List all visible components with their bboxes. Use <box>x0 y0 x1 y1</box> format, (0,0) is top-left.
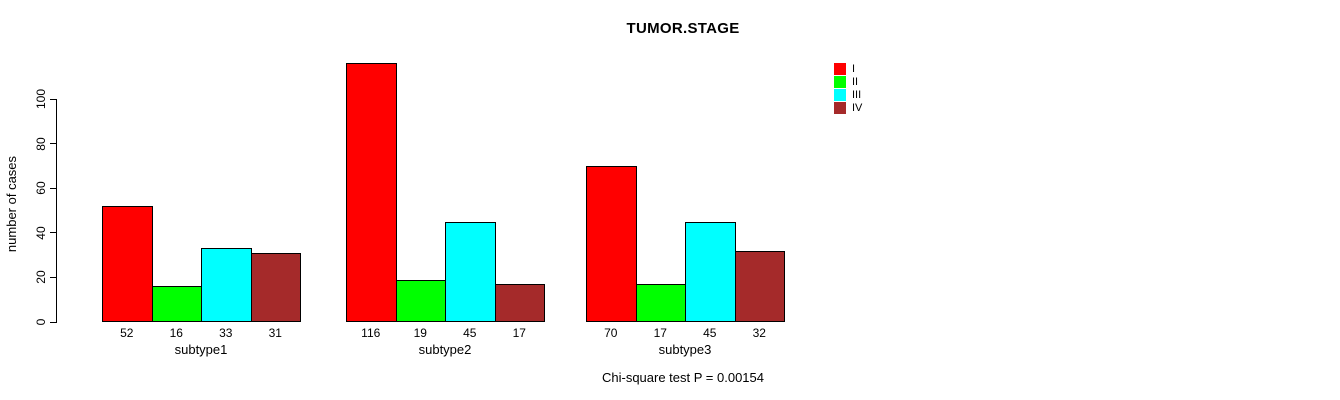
legend: I II III IV <box>834 62 862 114</box>
bar-subtype2-stage-I <box>346 63 397 322</box>
legend-label-III: III <box>852 88 862 101</box>
bar-value-subtype3-stage-I: 70 <box>604 326 618 340</box>
bar-value-subtype1-stage-II: 16 <box>169 326 183 340</box>
legend-row-I: I <box>834 62 862 75</box>
legend-swatch-III <box>834 88 846 101</box>
y-tick-mark <box>50 232 57 234</box>
y-tick-mark <box>50 98 57 100</box>
chi-square-note: Chi-square test P = 0.00154 <box>601 370 764 385</box>
legend-label-IV: IV <box>852 101 863 114</box>
chart-title: TUMOR.STAGE <box>626 20 740 37</box>
x-category-label-subtype2: subtype2 <box>418 342 472 357</box>
y-tick-label: 60 <box>34 181 48 195</box>
legend-swatch-II <box>834 75 846 88</box>
y-tick-mark <box>50 187 57 189</box>
legend-swatch-I <box>834 62 846 75</box>
bar-subtype3-stage-I <box>586 165 637 322</box>
bar-subtype1-stage-I <box>102 206 153 322</box>
bar-subtype1-stage-III <box>201 248 252 322</box>
bar-value-subtype3-stage-II: 17 <box>653 326 667 340</box>
bar-value-subtype1-stage-IV: 31 <box>268 326 282 340</box>
bar-subtype2-stage-II <box>395 279 446 322</box>
legend-swatch-IV <box>834 101 846 114</box>
bar-subtype2-stage-IV <box>494 284 545 322</box>
legend-row-III: III <box>834 88 862 101</box>
legend-label-I: I <box>852 62 856 75</box>
bar-value-subtype2-stage-III: 45 <box>463 326 477 340</box>
bar-subtype1-stage-IV <box>250 252 301 322</box>
y-tick-mark <box>50 143 57 145</box>
x-category-label-subtype3: subtype3 <box>658 342 712 357</box>
y-axis-line <box>56 99 57 323</box>
y-tick-label: 100 <box>34 88 48 110</box>
y-tick-label: 40 <box>34 226 48 240</box>
y-axis-label: number of cases <box>4 155 19 253</box>
bar-subtype3-stage-II <box>635 284 686 322</box>
bar-subtype3-stage-IV <box>734 250 785 322</box>
legend-label-II: II <box>852 75 859 88</box>
y-tick-label: 80 <box>34 136 48 151</box>
bar-value-subtype2-stage-II: 19 <box>413 326 427 340</box>
bar-subtype2-stage-III <box>445 221 496 322</box>
bar-value-subtype1-stage-I: 52 <box>120 326 134 340</box>
y-tick-mark <box>50 276 57 278</box>
bar-value-subtype1-stage-III: 33 <box>219 326 233 340</box>
legend-row-IV: IV <box>834 101 862 114</box>
legend-row-II: II <box>834 75 862 88</box>
x-category-label-subtype1: subtype1 <box>174 342 228 357</box>
bar-value-subtype2-stage-IV: 17 <box>512 326 526 340</box>
y-tick-label: 20 <box>34 270 48 285</box>
y-tick-mark <box>50 321 57 323</box>
bar-value-subtype3-stage-IV: 32 <box>752 326 766 340</box>
y-tick-label: 0 <box>34 318 48 326</box>
bar-value-subtype2-stage-I: 116 <box>361 326 381 340</box>
bar-subtype3-stage-III <box>685 221 736 322</box>
bar-value-subtype3-stage-III: 45 <box>703 326 717 340</box>
bar-subtype1-stage-II <box>151 286 202 322</box>
